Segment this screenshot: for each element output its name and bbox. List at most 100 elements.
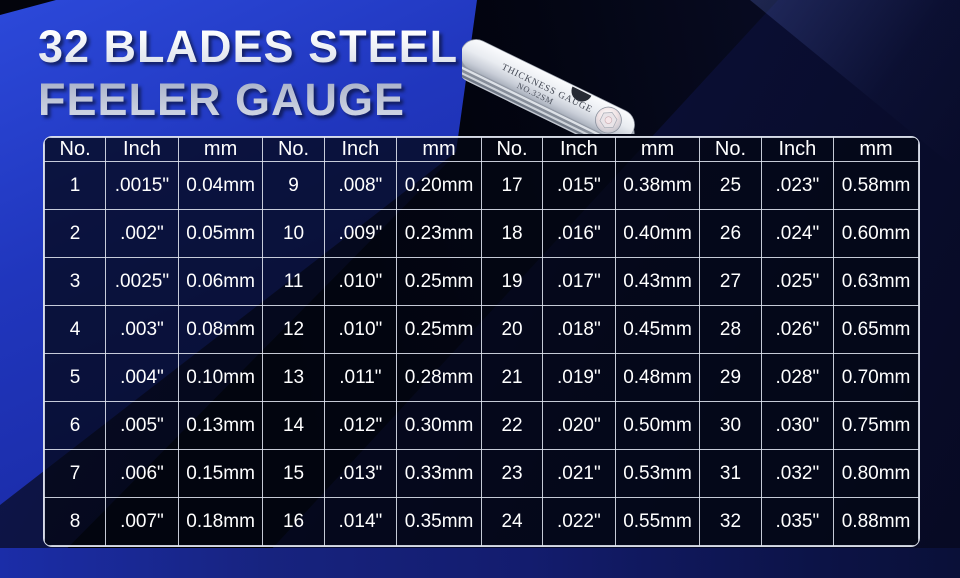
table-cell: .015" bbox=[542, 161, 616, 210]
table-cell: 2 bbox=[44, 209, 107, 258]
table-cell: 20 bbox=[480, 305, 544, 354]
feeler-gauge-size-table: No. Inch mm No. Inch mm No. Inch mm No. Inch mm 1.0… bbox=[43, 136, 920, 547]
table-cell: .032" bbox=[760, 449, 835, 498]
table-cell: .006" bbox=[105, 449, 179, 498]
table-cell: 6 bbox=[44, 401, 107, 450]
table-cell: .016" bbox=[542, 209, 616, 258]
table-cell: 0.60mm bbox=[833, 209, 919, 258]
table-cell: 0.15mm bbox=[177, 449, 264, 498]
table-cell: .026" bbox=[760, 305, 835, 354]
table-cell: 0.70mm bbox=[833, 353, 919, 402]
header-cell: No. bbox=[262, 137, 325, 162]
table-cell: 16 bbox=[262, 497, 325, 546]
table-cell: 0.43mm bbox=[614, 257, 701, 306]
table-cell: 7 bbox=[44, 449, 107, 498]
table-row: 7.006" 0.15mm 15.013" 0.33mm 23.021" 0.53mm 31… bbox=[44, 449, 919, 498]
table-cell: .003" bbox=[105, 305, 179, 354]
table-cell: 17 bbox=[480, 161, 544, 210]
title-line-2: FEELER GAUGE bbox=[38, 74, 406, 126]
gauge-body: THICKNESS GAUGE NO.32SM bbox=[462, 39, 635, 134]
table-cell: 0.55mm bbox=[614, 497, 701, 546]
table-cell: 8 bbox=[44, 497, 107, 546]
table-cell: 0.88mm bbox=[833, 497, 919, 546]
table-body: 1.0015" 0.04mm 9.008" 0.20mm 17.015" 0.38mm 25… bbox=[44, 161, 919, 546]
table-header: No. Inch mm No. Inch mm No. Inch mm No. Inch mm bbox=[44, 137, 919, 162]
table-cell: 0.45mm bbox=[614, 305, 701, 354]
table-cell: 1 bbox=[44, 161, 107, 210]
table-cell: .007" bbox=[105, 497, 179, 546]
table-cell: 0.33mm bbox=[396, 449, 482, 498]
table-cell: .024" bbox=[760, 209, 835, 258]
table-cell: 28 bbox=[699, 305, 762, 354]
table-cell: 4 bbox=[44, 305, 107, 354]
table-cell: .030" bbox=[760, 401, 835, 450]
header-cell: Inch bbox=[323, 137, 398, 162]
table-cell: .011" bbox=[323, 353, 398, 402]
table-cell: 19 bbox=[480, 257, 544, 306]
table-cell: .017" bbox=[542, 257, 616, 306]
header-cell: mm bbox=[614, 137, 701, 162]
table-cell: 24 bbox=[480, 497, 544, 546]
table-cell: .010" bbox=[323, 305, 398, 354]
table-cell: .018" bbox=[542, 305, 616, 354]
table-cell: 0.80mm bbox=[833, 449, 919, 498]
table-cell: 0.18mm bbox=[177, 497, 264, 546]
table-cell: .019" bbox=[542, 353, 616, 402]
table-cell: .028" bbox=[760, 353, 835, 402]
table-cell: 14 bbox=[262, 401, 325, 450]
table-cell: 0.40mm bbox=[614, 209, 701, 258]
table-cell: .008" bbox=[323, 161, 398, 210]
table-cell: .002" bbox=[105, 209, 179, 258]
table-cell: 21 bbox=[480, 353, 544, 402]
table-cell: 0.05mm bbox=[177, 209, 264, 258]
table-cell: 3 bbox=[44, 257, 107, 306]
table-cell: 0.53mm bbox=[614, 449, 701, 498]
table-cell: 31 bbox=[699, 449, 762, 498]
table-cell: .0015" bbox=[105, 161, 179, 210]
table-cell: 0.58mm bbox=[833, 161, 919, 210]
table-cell: .020" bbox=[542, 401, 616, 450]
header-cell: Inch bbox=[760, 137, 835, 162]
table-cell: .009" bbox=[323, 209, 398, 258]
background-bottom-strip bbox=[0, 548, 960, 578]
table-cell: 0.25mm bbox=[396, 257, 482, 306]
table-row: 4.003" 0.08mm 12.010" 0.25mm 20.018" 0.45mm 28… bbox=[44, 305, 919, 354]
header-cell: No. bbox=[699, 137, 762, 162]
table-cell: 0.13mm bbox=[177, 401, 264, 450]
table-cell: .0025" bbox=[105, 257, 179, 306]
blade-stack bbox=[462, 63, 630, 134]
table-cell: 0.28mm bbox=[396, 353, 482, 402]
table-cell: 0.75mm bbox=[833, 401, 919, 450]
feeler-gauge-photo: THICKNESS GAUGE NO.32SM bbox=[462, 39, 635, 134]
table-cell: 0.63mm bbox=[833, 257, 919, 306]
table-cell: 0.65mm bbox=[833, 305, 919, 354]
header-cell: mm bbox=[833, 137, 919, 162]
table-cell: 0.35mm bbox=[396, 497, 482, 546]
table-cell: 0.30mm bbox=[396, 401, 482, 450]
table-header-row: No. Inch mm No. Inch mm No. Inch mm No. Inch mm bbox=[44, 137, 919, 162]
table-cell: 29 bbox=[699, 353, 762, 402]
table-cell: 9 bbox=[262, 161, 325, 210]
table-cell: 0.08mm bbox=[177, 305, 264, 354]
table-cell: 13 bbox=[262, 353, 325, 402]
table-cell: 15 bbox=[262, 449, 325, 498]
header-cell: No. bbox=[44, 137, 107, 162]
table-row: 2.002" 0.05mm 10.009" 0.23mm 18.016" 0.40mm 26… bbox=[44, 209, 919, 258]
table-cell: 30 bbox=[699, 401, 762, 450]
table-row: 6.005" 0.13mm 14.012" 0.30mm 22.020" 0.50mm 30… bbox=[44, 401, 919, 450]
table-cell: .010" bbox=[323, 257, 398, 306]
table-cell: 22 bbox=[480, 401, 544, 450]
size-table: No. Inch mm No. Inch mm No. Inch mm No. Inch mm 1.0… bbox=[44, 137, 919, 546]
header-cell: Inch bbox=[542, 137, 616, 162]
table-cell: .022" bbox=[542, 497, 616, 546]
table-cell: .004" bbox=[105, 353, 179, 402]
header-cell: mm bbox=[396, 137, 482, 162]
table-row: 3.0025" 0.06mm 11.010" 0.25mm 19.017" 0.43mm 2… bbox=[44, 257, 919, 306]
table-cell: 0.50mm bbox=[614, 401, 701, 450]
table-cell: 27 bbox=[699, 257, 762, 306]
table-cell: .021" bbox=[542, 449, 616, 498]
table-cell: 0.20mm bbox=[396, 161, 482, 210]
table-cell: .005" bbox=[105, 401, 179, 450]
table-row: 5.004" 0.10mm 13.011" 0.28mm 21.019" 0.48mm 29… bbox=[44, 353, 919, 402]
